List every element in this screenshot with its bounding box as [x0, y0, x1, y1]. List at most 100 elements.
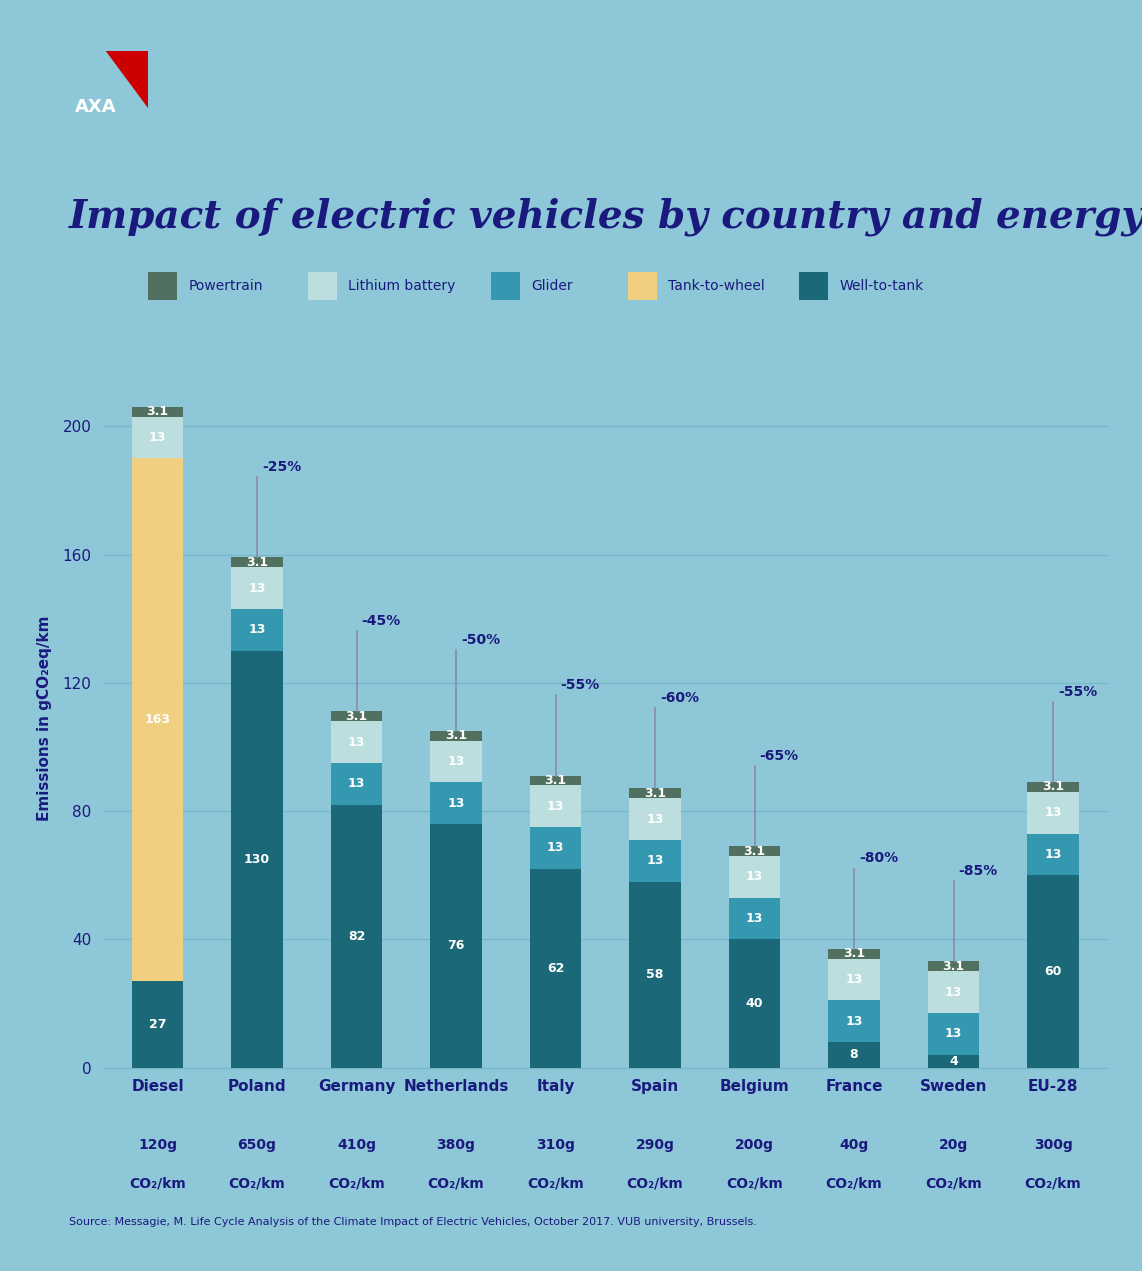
Text: 13: 13: [348, 778, 365, 791]
Text: 8: 8: [850, 1049, 859, 1061]
Text: 60: 60: [1044, 965, 1062, 977]
Text: Powertrain: Powertrain: [188, 278, 263, 294]
Polygon shape: [105, 51, 148, 108]
Bar: [331, 712, 383, 722]
Text: 58: 58: [646, 969, 664, 981]
Text: 130: 130: [244, 853, 270, 866]
Bar: [927, 1055, 980, 1068]
Text: AXA: AXA: [74, 98, 116, 116]
Text: -45%: -45%: [362, 614, 401, 628]
Bar: [331, 805, 383, 1068]
Text: 3.1: 3.1: [146, 405, 169, 418]
Bar: [530, 775, 581, 785]
Bar: [131, 417, 184, 459]
Text: 13: 13: [148, 431, 167, 444]
Text: 3.1: 3.1: [246, 555, 268, 569]
Text: 3.1: 3.1: [942, 960, 965, 974]
Bar: [431, 824, 482, 1068]
Bar: [729, 939, 780, 1068]
Bar: [431, 782, 482, 824]
Bar: [729, 897, 780, 939]
Text: 20g: 20g: [939, 1139, 968, 1153]
Bar: [431, 741, 482, 782]
Text: Well-to-tank: Well-to-tank: [839, 278, 924, 294]
Text: 3.1: 3.1: [445, 730, 467, 742]
Text: 310g: 310g: [536, 1139, 574, 1153]
Text: 27: 27: [148, 1018, 167, 1031]
Bar: [629, 798, 681, 840]
Bar: [629, 840, 681, 882]
Text: 3.1: 3.1: [743, 844, 765, 858]
Text: 62: 62: [547, 962, 564, 975]
Bar: [1027, 876, 1079, 1068]
Text: 3.1: 3.1: [345, 709, 368, 723]
Text: 13: 13: [944, 1027, 963, 1041]
Text: -25%: -25%: [262, 460, 301, 474]
Text: 13: 13: [248, 624, 266, 637]
Text: 3.1: 3.1: [545, 774, 566, 787]
Text: Tank-to-wheel: Tank-to-wheel: [668, 278, 765, 294]
Text: CO₂/km: CO₂/km: [726, 1177, 783, 1191]
Text: CO₂/km: CO₂/km: [129, 1177, 186, 1191]
Text: 3.1: 3.1: [843, 947, 866, 960]
Bar: [1027, 792, 1079, 834]
Text: 3.1: 3.1: [1042, 780, 1064, 793]
Bar: [1027, 782, 1079, 792]
Bar: [927, 971, 980, 1013]
Bar: [331, 763, 383, 805]
Text: 13: 13: [944, 986, 963, 999]
Text: 13: 13: [646, 812, 664, 826]
Bar: [828, 1042, 879, 1068]
Bar: [828, 958, 879, 1000]
Bar: [231, 609, 283, 651]
Text: Glider: Glider: [531, 278, 572, 294]
Text: 120g: 120g: [138, 1139, 177, 1153]
Text: CO₂/km: CO₂/km: [826, 1177, 883, 1191]
Text: 82: 82: [348, 929, 365, 943]
Text: 13: 13: [547, 841, 564, 854]
Text: 13: 13: [547, 799, 564, 812]
Text: 76: 76: [448, 939, 465, 952]
Bar: [629, 788, 681, 798]
Bar: [231, 567, 283, 609]
Bar: [231, 558, 283, 567]
Bar: [729, 855, 780, 897]
Text: 290g: 290g: [636, 1139, 675, 1153]
Bar: [530, 785, 581, 827]
Text: 200g: 200g: [735, 1139, 774, 1153]
Bar: [828, 948, 879, 958]
Text: 40: 40: [746, 996, 763, 1010]
Text: CO₂/km: CO₂/km: [427, 1177, 484, 1191]
Text: 13: 13: [1044, 848, 1062, 860]
Text: -55%: -55%: [1057, 685, 1097, 699]
Text: 13: 13: [248, 582, 266, 595]
Text: 300g: 300g: [1034, 1139, 1072, 1153]
Bar: [131, 407, 184, 417]
Text: CO₂/km: CO₂/km: [627, 1177, 683, 1191]
Text: CO₂/km: CO₂/km: [228, 1177, 286, 1191]
Text: 13: 13: [845, 1014, 862, 1028]
Bar: [530, 869, 581, 1068]
Text: 410g: 410g: [337, 1139, 376, 1153]
Text: 13: 13: [448, 797, 465, 810]
Text: 380g: 380g: [436, 1139, 475, 1153]
Bar: [331, 722, 383, 763]
Bar: [231, 651, 283, 1068]
Text: -80%: -80%: [859, 852, 898, 866]
Bar: [530, 827, 581, 869]
Text: Source: Messagie, M. Life Cycle Analysis of the Climate Impact of Electric Vehic: Source: Messagie, M. Life Cycle Analysis…: [69, 1216, 756, 1227]
Text: Lithium battery: Lithium battery: [348, 278, 456, 294]
Text: -85%: -85%: [958, 864, 998, 878]
Text: 13: 13: [348, 736, 365, 749]
Text: -65%: -65%: [759, 749, 798, 763]
Text: CO₂/km: CO₂/km: [1024, 1177, 1081, 1191]
Bar: [927, 1013, 980, 1055]
Text: 13: 13: [746, 913, 763, 925]
Y-axis label: Emissions in gCO₂eq/km: Emissions in gCO₂eq/km: [37, 615, 51, 821]
Text: CO₂/km: CO₂/km: [328, 1177, 385, 1191]
Text: 13: 13: [646, 854, 664, 867]
Text: 40g: 40g: [839, 1139, 869, 1153]
Text: 4: 4: [949, 1055, 958, 1068]
Text: CO₂/km: CO₂/km: [925, 1177, 982, 1191]
Bar: [131, 459, 184, 981]
